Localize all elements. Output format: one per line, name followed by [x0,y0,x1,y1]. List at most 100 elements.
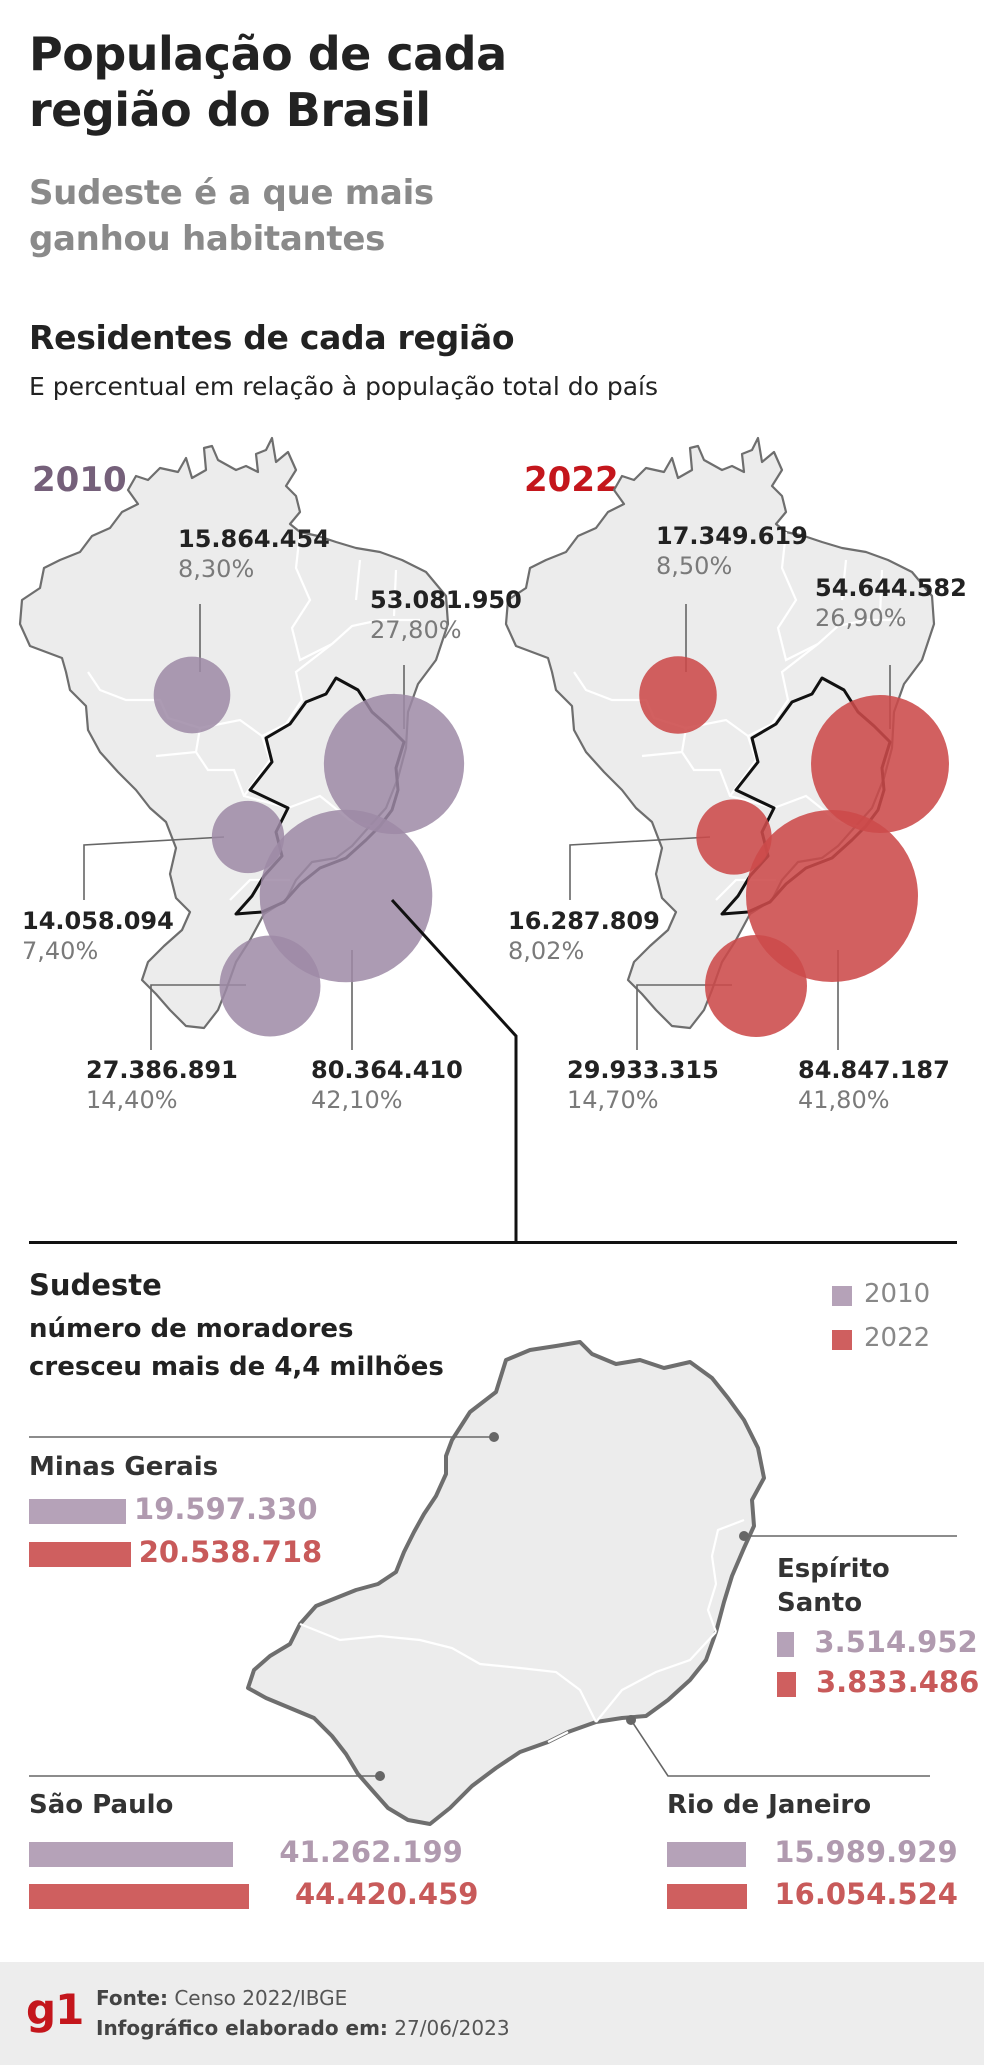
bar-minas-gerais-2010 [29,1499,127,1524]
percent-2022-centro-oeste: 8,02% [508,937,585,965]
sudeste-outline [246,1340,766,1826]
sudeste-subtitle: número de moradores cresceu mais de 4,4 … [29,1310,444,1386]
footer-date-label: Infográfico elaborado em: [96,2016,388,2040]
value-2010-norte: 15.864.454 [178,525,330,553]
value-espirito-santo-2010: 3.514.952 [814,1625,978,1659]
connector-line [390,898,518,1243]
state-name-rio-de-janeiro: Rio de Janeiro [667,1790,872,1820]
footer-source-label: Fonte: [96,1986,168,2010]
bar-minas-gerais-2022 [29,1542,131,1567]
percent-2010-norte: 8,30% [178,555,255,583]
sudeste-leader-lines [29,1436,957,1777]
footer [0,1962,984,2065]
label-2010-sudeste: 80.364.410 42,10% [311,1055,463,1115]
state-border-2022-4 [817,618,906,645]
year-label-2022: 2022 [524,460,619,500]
value-2022-centro-oeste: 16.287.809 [508,907,660,935]
sudeste-map [29,1340,957,1826]
value-minas-gerais-2010: 19.597.330 [134,1492,318,1526]
label-2022-nordeste: 54.644.582 26,90% [815,573,967,633]
sudeste-subtitle-line-2: cresceu mais de 4,4 milhões [29,1352,444,1382]
state-border-2010-7 [354,559,362,601]
state-name-espirito-santo: Espírito Santo [777,1552,890,1620]
state-name-espirito-santo-line-2: Santo [777,1588,863,1618]
bar-sao-paulo-2010 [29,1842,234,1867]
value-minas-gerais-2022: 20.538.718 [138,1535,323,1569]
sudeste-map-shape [246,1340,766,1826]
brazil-maps [18,436,949,1243]
label-2022-norte: 17.349.619 8,50% [656,521,808,581]
title-line-2: região do Brasil [29,83,431,137]
value-rio-de-janeiro-2010: 15.989.929 [774,1835,958,1869]
bar-rio-de-janeiro-2010 [667,1842,747,1867]
value-2022-norte: 17.349.619 [656,522,808,550]
value-2010-centro-oeste: 14.058.094 [22,907,174,935]
section-subtitle: E percentual em relação à população tota… [29,372,659,401]
state-border-2010-8 [392,569,398,617]
footer-date: Infográfico elaborado em: 27/06/2023 [96,2016,510,2040]
bubble-2010-nordeste [323,693,465,835]
footer-source: Fonte: Censo 2022/IBGE [96,1986,347,2010]
value-2022-sudeste: 84.847.187 [798,1056,950,1084]
state-name-sao-paulo: São Paulo [29,1790,174,1820]
leader-2010-sul [150,984,246,1050]
value-sao-paulo-2010: 41.262.199 [279,1835,463,1869]
bar-sao-paulo-2022 [29,1884,249,1909]
state-border-2022-3 [776,531,819,662]
brazil-outline-2022 [504,436,936,1030]
percent-2022-sudeste: 41,80% [798,1086,890,1114]
border-mg-es [706,1518,745,1633]
state-border-2010-3 [290,531,333,662]
leader-2010-centro-oeste [83,836,225,900]
leader-2022-centro-oeste [569,836,711,900]
value-2022-sul: 29.933.315 [567,1056,719,1084]
page-title: População de cada região do Brasil [29,26,507,138]
percent-2010-sudeste: 42,10% [311,1086,403,1114]
border-sp-rj [547,1731,569,1743]
page-subtitle: Sudeste é a que mais ganhou habitantes [29,170,434,262]
label-2010-centro-oeste: 14.058.094 7,40% [22,906,174,966]
label-2022-centro-oeste: 16.287.809 8,02% [508,906,660,966]
title-line-1: População de cada [29,27,507,81]
state-border-2022-7 [840,559,848,601]
value-2010-nordeste: 53.081.950 [370,586,522,614]
leader-2022-sul [636,984,732,1050]
bubble-2010-sudeste [259,809,433,983]
year-label-2010: 2010 [32,460,127,500]
sudeste-leader-dots [375,1432,749,1781]
percent-2010-centro-oeste: 7,40% [22,937,99,965]
section-divider [29,1241,957,1244]
bar-espirito-santo-2022 [777,1672,796,1697]
value-espirito-santo-2022: 3.833.486 [815,1665,980,1699]
legend-label-2022: 2022 [864,1323,931,1353]
border-mg-sp [299,1622,597,1723]
state-border-2022-0 [641,750,775,810]
state-border-2010-0 [155,750,289,810]
value-2022-nordeste: 54.644.582 [815,574,967,602]
bubbles-layer [83,604,949,1050]
legend-swatch-2022 [832,1330,852,1350]
brazil-outline-2010 [18,436,450,1030]
value-rio-de-janeiro-2022: 16.054.524 [774,1877,958,1911]
label-2010-norte: 15.864.454 8,30% [178,524,330,584]
sudeste-title: Sudeste [29,1268,162,1302]
bar-espirito-santo-2010 [777,1632,795,1657]
value-2010-sudeste: 80.364.410 [311,1056,463,1084]
bar-rio-de-janeiro-2022 [667,1884,747,1909]
bubble-2010-centro-oeste [211,800,285,874]
legend-swatch-2010 [832,1286,852,1306]
state-border-2010-4 [331,618,420,645]
value-2010-sul: 27.386.891 [86,1056,238,1084]
state-name-minas-gerais: Minas Gerais [29,1452,219,1482]
state-border-2022-8 [878,569,884,617]
bubble-2010-norte [153,656,231,734]
percent-2010-nordeste: 27,80% [370,616,462,644]
percent-2022-nordeste: 26,90% [815,604,907,632]
subtitle-line-1: Sudeste é a que mais [29,173,434,213]
bubble-2022-norte [639,656,717,734]
legend-label-2010: 2010 [864,1279,931,1309]
label-2022-sul: 29.933.315 14,70% [567,1055,719,1115]
section-title: Residentes de cada região [29,318,515,357]
bubble-2022-centro-oeste [696,799,772,875]
percent-2022-sul: 14,70% [567,1086,659,1114]
